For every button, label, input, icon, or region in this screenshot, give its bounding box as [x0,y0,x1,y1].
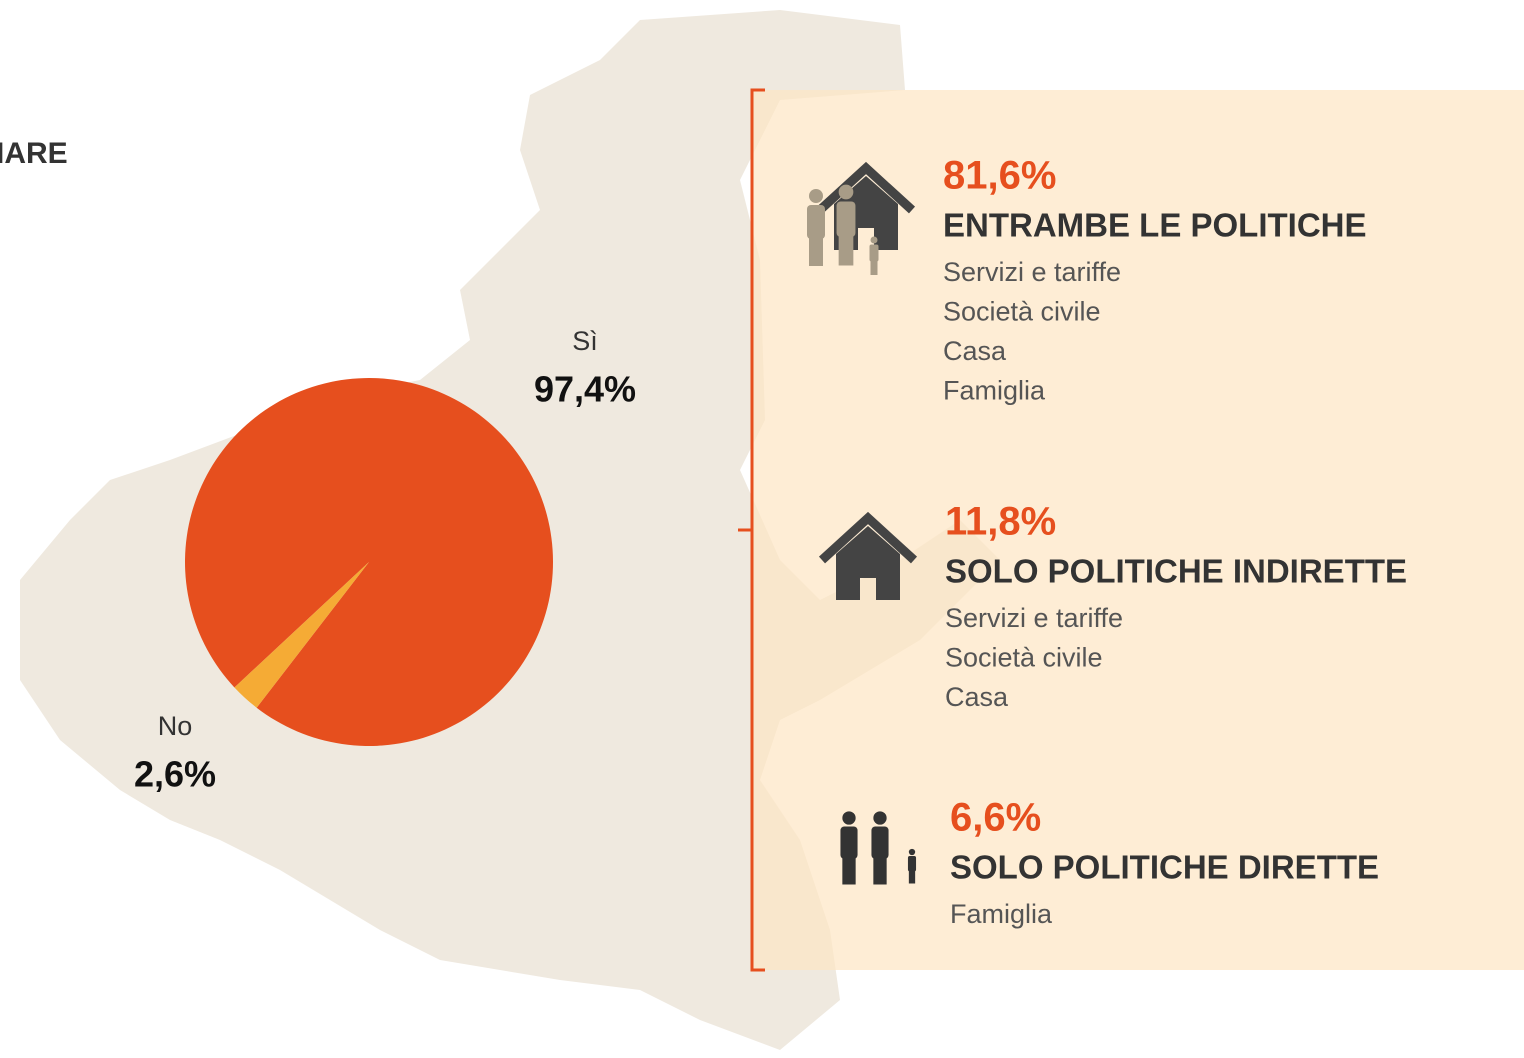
icon-body [840,826,858,859]
item-line: Casa [943,336,1007,366]
icon [840,811,917,885]
item-percent: 81,6% [943,154,1056,198]
item-percent: 6,6% [950,796,1041,840]
chart-title: IARE [0,137,68,170]
icon-legs [838,234,854,266]
icon-legs [809,236,823,266]
icon-head [873,811,887,825]
icon-roof [818,511,918,564]
item-title: SOLO POLITICHE DIRETTE [950,849,1379,886]
icon-legs [873,856,887,885]
panel-item: 6,6% SOLO POLITICHE DIRETTE Famiglia [840,796,1379,929]
item-title: ENTRAMBE LE POLITICHE [943,207,1367,244]
item-title: SOLO POLITICHE INDIRETTE [945,553,1407,590]
icon-head [908,848,916,856]
item-percent: 11,8% [945,500,1056,544]
bracket [738,88,765,972]
slice-category: No [158,711,193,741]
icon-legs [842,856,856,885]
icon-body [836,201,856,238]
icon-head [842,811,856,825]
icon-roof [816,161,916,214]
item-line: Famiglia [943,376,1046,406]
item-line: Casa [945,682,1009,712]
icon-body [871,826,889,859]
slice-value-label: 97,4% [534,369,636,410]
icon-legs [908,870,916,884]
panel-item: 81,6% ENTRAMBE LE POLITICHE Servizi e tari… [807,154,1367,406]
icon-body [907,856,917,872]
slice-category: Sì [572,326,598,356]
icon [807,161,916,275]
item-line: Servizi e tariffe [945,603,1123,633]
item-line: Società civile [945,643,1103,673]
icon-head [838,184,854,200]
pie-slice [234,562,369,708]
icon-house [836,526,900,600]
icon-legs [870,260,878,275]
icon-body [869,244,879,262]
icon-head [870,236,878,244]
panel-item: 11,8% SOLO POLITICHE INDIRETTE Servizi e t… [818,500,1407,712]
icon-head [809,189,823,203]
icon [818,511,918,600]
slice-value-label: 2,6% [134,754,216,795]
item-line: Società civile [943,297,1101,327]
item-line: Servizi e tariffe [943,257,1121,287]
pie-slice [185,378,554,747]
item-line: Famiglia [950,899,1053,929]
icon-body [807,205,825,239]
